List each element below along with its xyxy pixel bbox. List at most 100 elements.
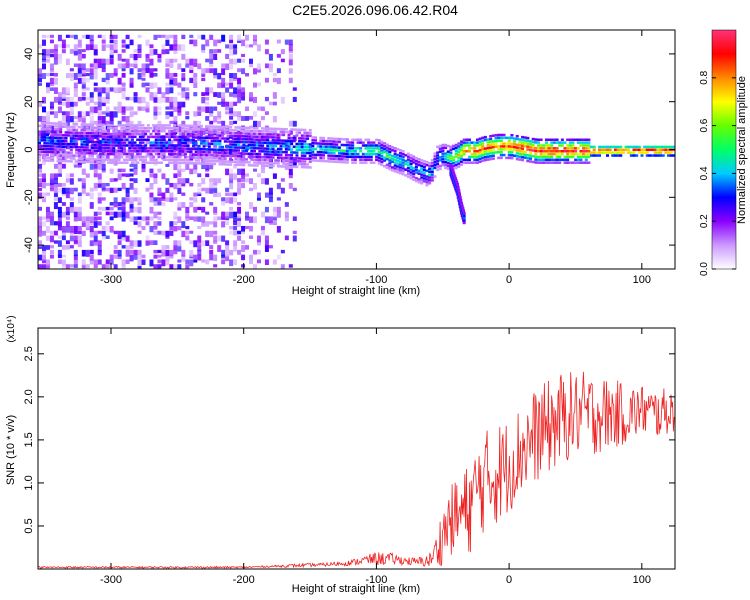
heatmap-cell: [306, 148, 310, 152]
heatmap-cell: [89, 106, 94, 113]
heatmap-cell: [217, 39, 222, 44]
heatmap-cell: [314, 139, 318, 142]
heatmap-cell: [356, 155, 360, 159]
heatmap-cell: [122, 135, 126, 139]
heatmap-cell: [64, 142, 68, 146]
heatmap-cell: [234, 149, 238, 152]
heatmap-cell: [239, 132, 243, 135]
heatmap-cell: [81, 182, 86, 189]
heatmap-cell: [153, 92, 158, 98]
heatmap-cell: [288, 173, 293, 179]
heatmap-cell: [48, 145, 52, 148]
heatmap-cell: [38, 178, 42, 185]
heatmap-cell: [256, 235, 261, 243]
heatmap-cell: [218, 139, 222, 143]
heatmap-cell: [173, 240, 178, 247]
heatmap-cell: [209, 111, 214, 117]
heatmap-cell: [120, 132, 124, 136]
heatmap-cell: [245, 178, 250, 183]
heatmap-cell: [491, 134, 495, 137]
heatmap-cell: [176, 147, 180, 150]
heatmap-cell: [539, 138, 543, 142]
heatmap-cell: [223, 160, 227, 163]
heatmap-cell: [292, 165, 296, 169]
heatmap-cell: [258, 152, 262, 156]
heatmap-cell: [189, 135, 194, 142]
heatmap-cell: [521, 150, 525, 153]
heatmap-cell: [189, 202, 194, 208]
heatmap-cell: [53, 111, 58, 119]
heatmap-cell: [117, 152, 121, 156]
heatmap-cell: [343, 155, 347, 158]
heatmap-cell: [183, 150, 187, 153]
heatmap-cell: [51, 153, 55, 157]
heatmap-cell: [173, 49, 178, 54]
heatmap-cell: [295, 151, 299, 154]
heatmap-cell: [73, 249, 78, 257]
heatmap-cell: [210, 154, 214, 157]
heatmap-cell: [242, 152, 246, 155]
heatmap-cell: [375, 147, 379, 150]
heatmap-cell: [173, 124, 177, 127]
heatmap-cell: [552, 149, 556, 153]
heatmap-cell: [65, 101, 70, 108]
heatmap-cell: [186, 161, 190, 165]
heatmap-cell: [450, 167, 454, 171]
heatmap-cell: [38, 135, 42, 142]
heatmap-cell: [121, 39, 126, 44]
heatmap-cell: [186, 158, 190, 162]
heatmap-cell: [428, 167, 432, 171]
heatmap-cell: [428, 173, 432, 176]
heatmap-cell: [242, 132, 246, 135]
heatmap-cell: [133, 141, 137, 144]
heatmap-cell: [252, 152, 256, 156]
heatmap-cell: [69, 96, 74, 103]
heatmap-cell: [271, 153, 275, 156]
heatmap-cell: [552, 158, 556, 162]
heatmap-cell: [101, 235, 106, 240]
heatmap-cell: [112, 132, 116, 136]
heatmap-cell: [170, 129, 174, 133]
heatmap-cell: [584, 144, 588, 147]
heatmap-cell: [611, 151, 615, 154]
heatmap-cell: [417, 181, 421, 184]
heatmap-cell: [260, 135, 264, 139]
heatmap-cell: [185, 264, 190, 269]
heatmap-cell: [178, 150, 182, 153]
heatmap-cell: [121, 182, 126, 190]
heatmap-cell: [89, 68, 94, 75]
heatmap-cell: [149, 225, 154, 233]
heatmap-cell: [202, 150, 206, 154]
heatmap-cell: [311, 136, 315, 139]
heatmap-cell: [189, 150, 193, 153]
heatmap-cell: [51, 133, 55, 137]
heatmap-cell: [181, 124, 185, 127]
heatmap-cell: [77, 163, 82, 168]
heatmap-cell: [109, 132, 113, 136]
heatmap-cell: [213, 148, 217, 151]
heatmap-cell: [130, 152, 134, 156]
heatmap-cell: [57, 101, 62, 105]
heatmap-cell: [237, 132, 241, 135]
heatmap-cell: [49, 254, 54, 259]
heatmap-cell: [372, 147, 376, 150]
heatmap-cell: [213, 131, 217, 134]
heatmap-cell: [93, 187, 98, 191]
heatmap-cell: [165, 68, 170, 75]
heatmap-cell: [284, 156, 288, 160]
heatmap-cell: [53, 145, 57, 148]
heatmap-cell: [460, 143, 464, 146]
heatmap-cell: [137, 221, 142, 228]
heatmap-cell: [38, 230, 42, 237]
heatmap-cell: [521, 141, 525, 145]
heatmap-cell: [383, 165, 387, 168]
heatmap-cell: [137, 259, 142, 266]
heatmap-cell: [515, 134, 519, 138]
heatmap-cell: [40, 136, 44, 139]
heatmap-cell: [69, 111, 74, 116]
heatmap-cell: [255, 135, 259, 139]
heatmap-cell: [453, 175, 457, 179]
heatmap-cell: [177, 163, 182, 171]
heatmap-cell: [555, 138, 559, 142]
heatmap-cell: [61, 154, 65, 157]
